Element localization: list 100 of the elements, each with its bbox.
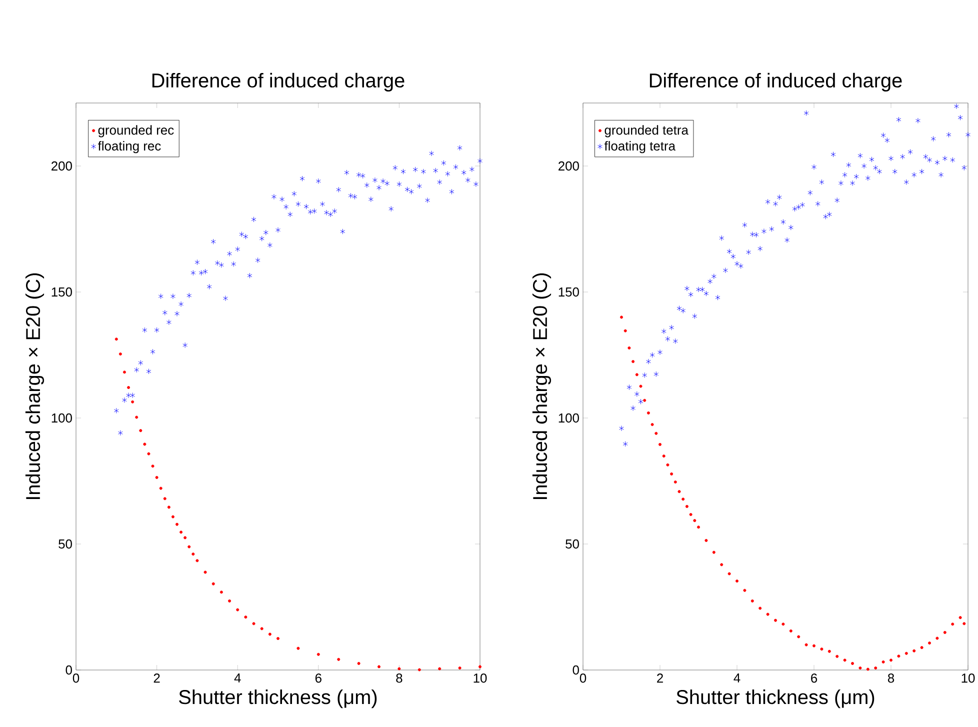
y-tick-label: 150 bbox=[558, 287, 579, 297]
legend-label: floating rec bbox=[98, 141, 161, 154]
point bbox=[958, 616, 962, 620]
point bbox=[743, 588, 746, 592]
chart-title: Difference of induced charge bbox=[650, 72, 902, 92]
point bbox=[418, 668, 421, 672]
point bbox=[204, 570, 207, 574]
x-tick-label: 0 bbox=[580, 674, 586, 683]
point bbox=[438, 667, 442, 670]
point bbox=[897, 654, 900, 658]
point bbox=[639, 384, 642, 388]
point bbox=[928, 642, 932, 645]
point bbox=[951, 622, 954, 626]
point bbox=[357, 662, 360, 665]
legend-label: grounded rec bbox=[98, 125, 174, 138]
x-tick-label: 2 bbox=[154, 674, 160, 683]
point bbox=[882, 660, 885, 664]
point bbox=[139, 429, 142, 432]
point bbox=[874, 666, 878, 670]
point bbox=[127, 386, 130, 389]
point bbox=[836, 654, 839, 658]
point bbox=[624, 329, 627, 332]
point bbox=[143, 442, 146, 446]
point bbox=[635, 373, 638, 376]
legend-label: grounded tetra bbox=[604, 125, 688, 138]
point bbox=[774, 618, 778, 622]
y-tick-label: 200 bbox=[558, 161, 579, 171]
y-tick-label: 0 bbox=[66, 665, 72, 675]
point bbox=[276, 637, 280, 640]
point bbox=[782, 622, 785, 626]
point bbox=[666, 463, 670, 466]
x-tick-label: 10 bbox=[962, 674, 975, 683]
x-tick-label: 4 bbox=[234, 674, 241, 682]
point bbox=[135, 416, 138, 419]
point bbox=[712, 550, 716, 554]
point bbox=[912, 649, 916, 652]
point bbox=[843, 658, 846, 662]
point bbox=[643, 398, 646, 402]
y-axis-title: Induced charge × E20 (C) bbox=[532, 273, 552, 500]
point bbox=[670, 472, 674, 476]
point bbox=[220, 590, 223, 594]
point bbox=[114, 338, 118, 341]
x-tick-label: 8 bbox=[396, 674, 402, 683]
x-tick-label: 8 bbox=[888, 674, 894, 683]
point bbox=[118, 352, 122, 356]
point bbox=[122, 370, 126, 374]
y-axis-title: Induced charge × E20 (C) bbox=[25, 273, 44, 500]
point bbox=[658, 442, 662, 446]
point bbox=[196, 559, 199, 562]
point bbox=[943, 630, 946, 634]
point bbox=[654, 432, 658, 435]
point bbox=[936, 636, 939, 640]
point bbox=[866, 668, 870, 671]
point bbox=[167, 506, 170, 509]
y-tick-label: 150 bbox=[52, 287, 72, 297]
point bbox=[236, 608, 240, 612]
point bbox=[678, 490, 681, 494]
point bbox=[378, 665, 380, 668]
point bbox=[192, 552, 195, 556]
point bbox=[188, 545, 191, 548]
point bbox=[674, 480, 677, 484]
point bbox=[685, 504, 688, 508]
x-tick-label: 4 bbox=[734, 674, 740, 682]
point bbox=[704, 538, 708, 542]
point bbox=[736, 580, 738, 583]
point bbox=[789, 629, 792, 632]
point bbox=[697, 526, 700, 529]
point bbox=[689, 513, 692, 516]
y-tick-label: 0 bbox=[572, 665, 579, 675]
chart-title: Difference of induced charge bbox=[152, 72, 404, 92]
point bbox=[890, 658, 893, 662]
legend-label: floating tetra bbox=[604, 141, 676, 154]
point bbox=[766, 612, 770, 616]
point bbox=[244, 616, 248, 619]
point bbox=[151, 464, 154, 468]
x-tick-label: 10 bbox=[474, 674, 487, 683]
y-tick-label: 50 bbox=[566, 539, 579, 549]
point bbox=[693, 519, 696, 522]
point bbox=[858, 666, 862, 670]
point bbox=[758, 606, 762, 610]
point bbox=[820, 648, 824, 651]
point bbox=[252, 622, 256, 626]
point bbox=[184, 536, 187, 540]
point bbox=[682, 498, 685, 501]
point bbox=[620, 316, 623, 319]
point bbox=[180, 530, 183, 534]
point bbox=[316, 652, 320, 656]
point bbox=[155, 476, 158, 479]
point bbox=[296, 646, 300, 650]
point bbox=[176, 522, 178, 526]
point bbox=[147, 452, 150, 456]
point bbox=[260, 627, 264, 630]
y-tick-label: 200 bbox=[52, 161, 72, 171]
point bbox=[728, 572, 731, 576]
point bbox=[159, 486, 162, 490]
point bbox=[720, 563, 724, 566]
y-tick-label: 50 bbox=[58, 539, 72, 549]
point bbox=[458, 666, 462, 670]
point bbox=[268, 632, 272, 636]
point bbox=[904, 652, 908, 655]
